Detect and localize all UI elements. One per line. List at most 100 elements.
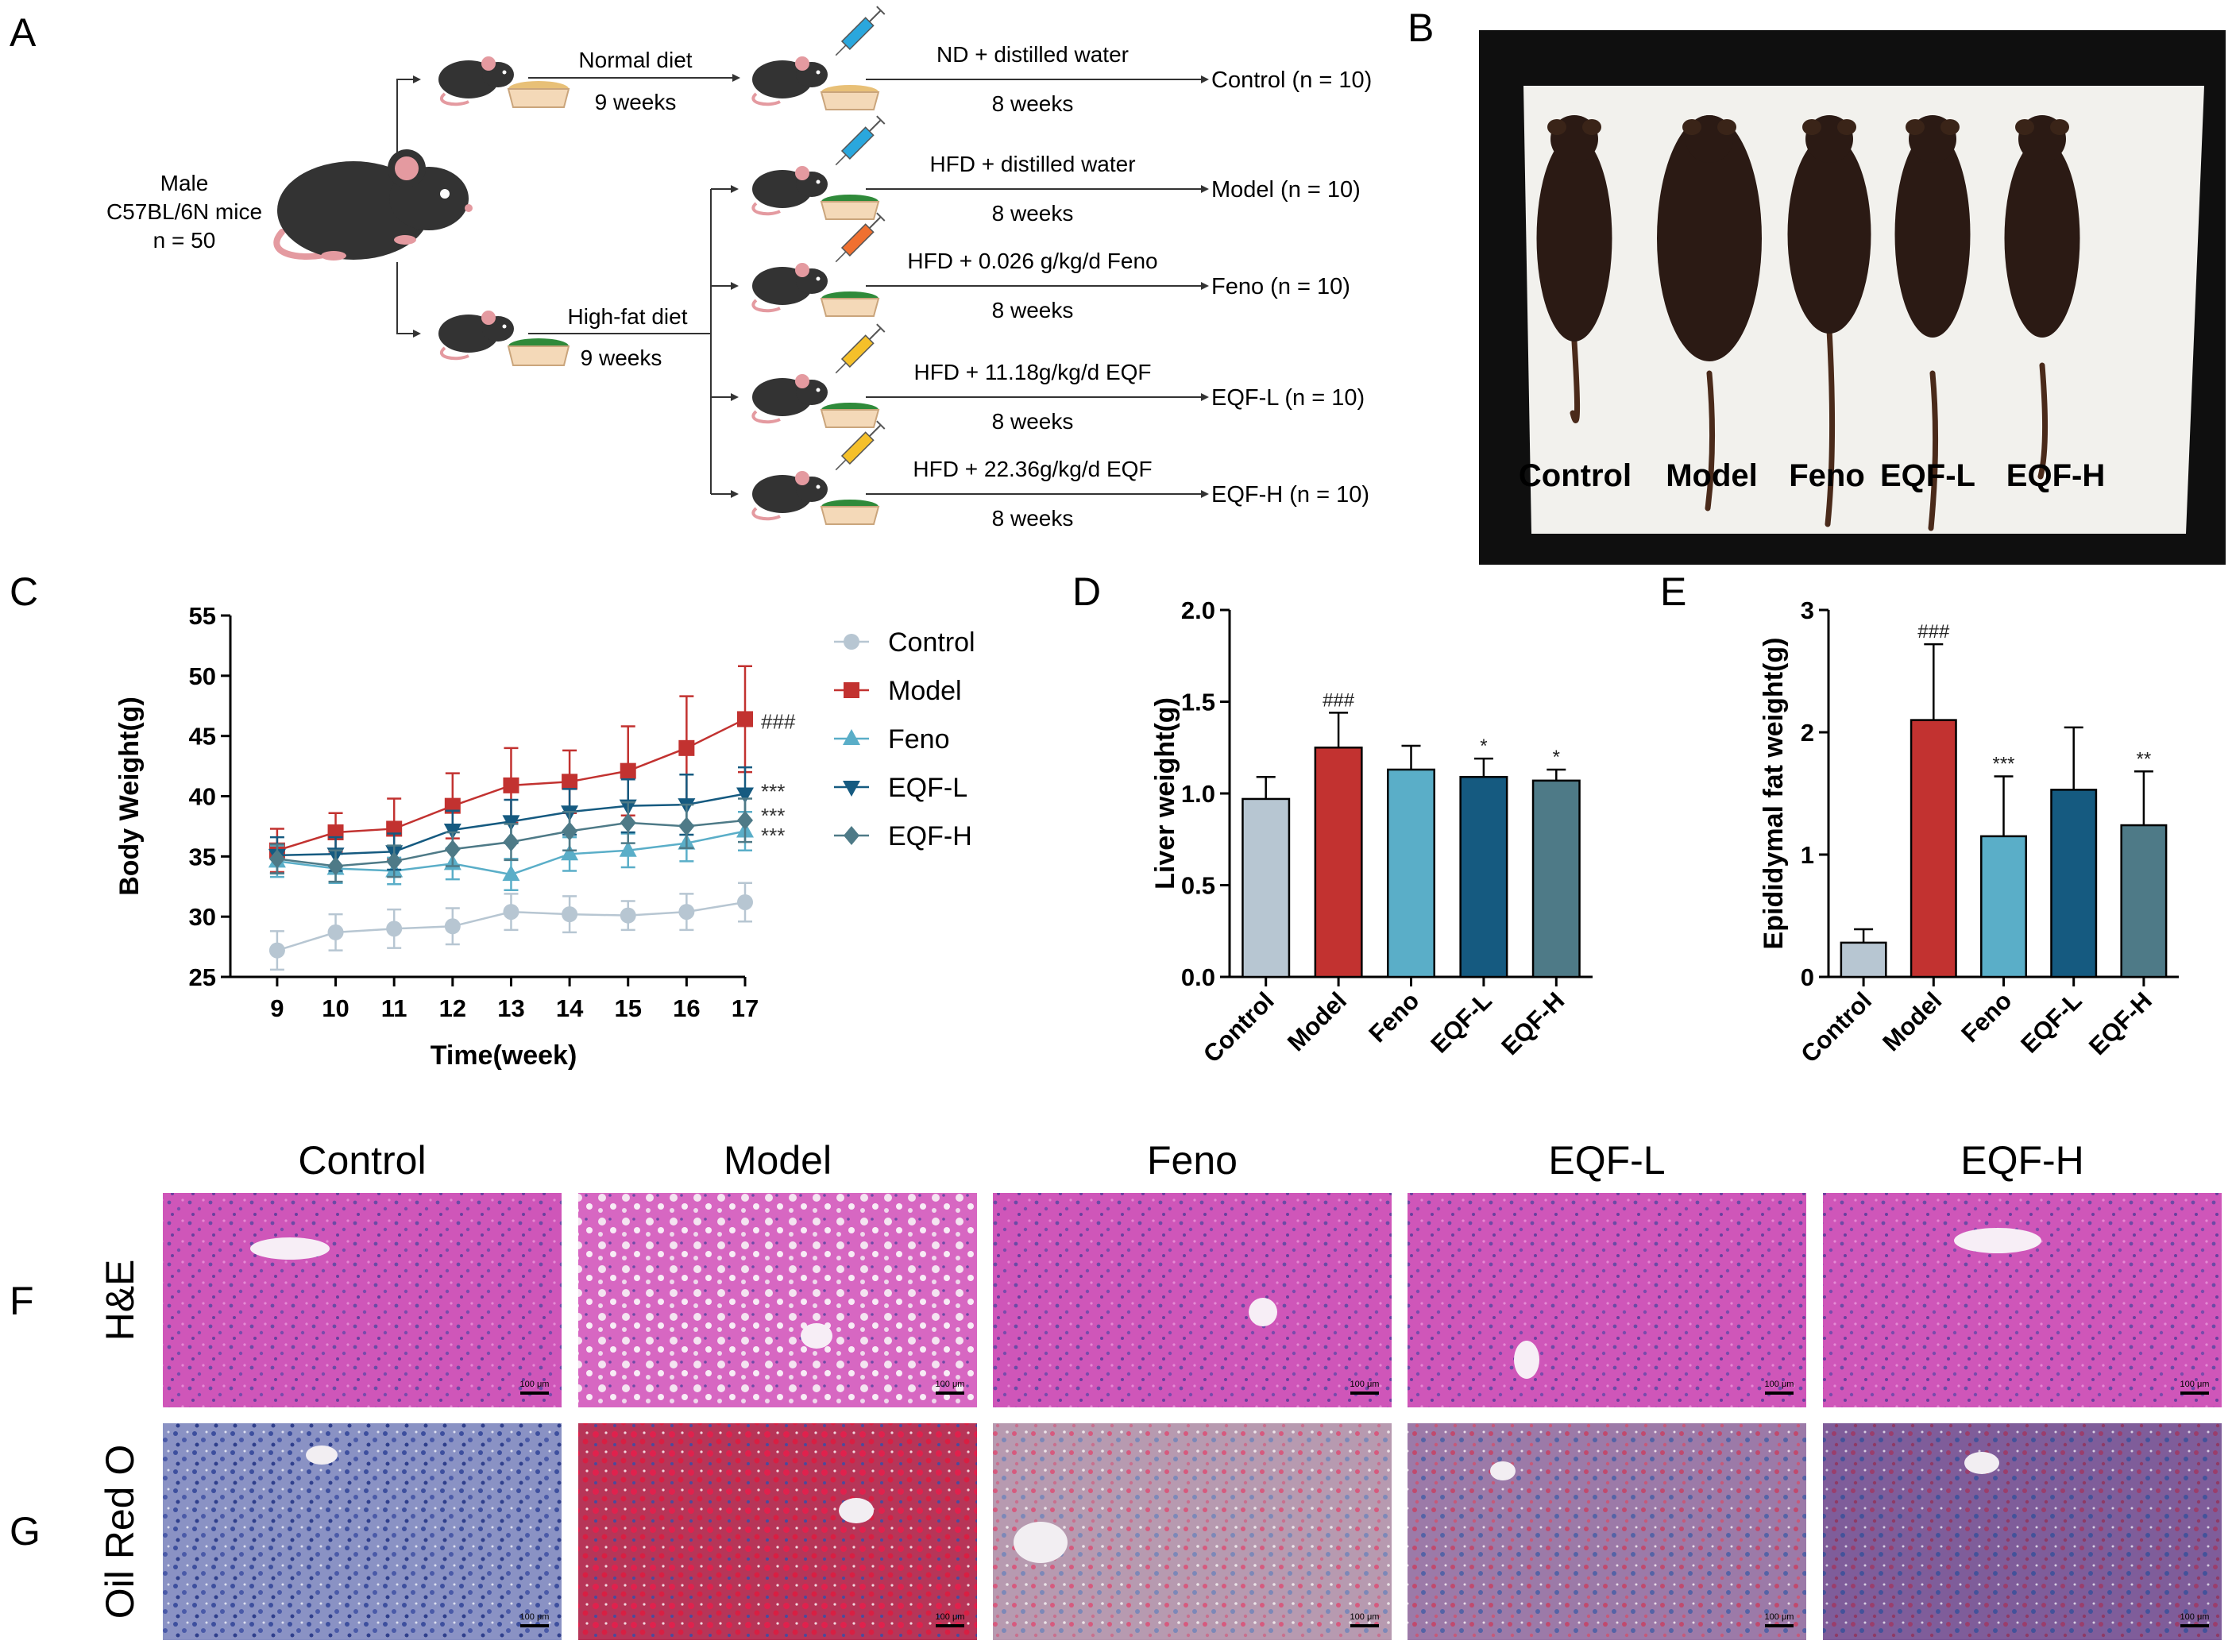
syringe-needle: [835, 362, 847, 374]
syringe-handle: [876, 323, 886, 333]
mouse-eye: [816, 388, 821, 392]
data-point: [386, 851, 403, 871]
mouse-tail: [751, 92, 781, 106]
x-tick-label: EQF-L: [2015, 986, 2087, 1059]
scale-bar: [1350, 1391, 1379, 1395]
y-tick-label: 55: [189, 602, 216, 630]
legend-label: Feno: [888, 724, 950, 755]
significance-label: *: [1553, 747, 1560, 768]
significance-label: ###: [1917, 621, 1950, 643]
legend-label: Model: [888, 676, 962, 706]
syringe-plunger: [868, 119, 882, 132]
syringe-barrel: [840, 223, 875, 257]
hfd-duration-label: 9 weeks: [581, 345, 662, 370]
bowl: [820, 409, 880, 428]
mouse-eye: [816, 179, 821, 184]
photo-group-label: EQF-L: [1880, 458, 1975, 493]
panel-letter-f: F: [10, 1279, 34, 1323]
legend-label: EQF-L: [888, 773, 967, 803]
mouse-eye: [816, 70, 821, 75]
mouse-photo: [1894, 115, 1971, 531]
scale-bar-label: 100 μm: [1350, 1612, 1380, 1622]
vessel-lumen: [1014, 1522, 1068, 1563]
legend-label: EQF-H: [888, 821, 972, 851]
mouse-tail: [1928, 370, 1939, 531]
scale-bar: [1765, 1391, 1794, 1395]
photo-group-label: Model: [1666, 458, 1758, 493]
bowl: [820, 201, 880, 220]
mouse-ear: [1802, 119, 1821, 135]
vessel-lumen: [1964, 1452, 1999, 1474]
syringe-barrel: [840, 126, 875, 160]
scale-bar-label: 100 μm: [1765, 1380, 1794, 1389]
mouse-photo: [1787, 115, 1871, 527]
syringe-icon: [835, 323, 886, 374]
arrow-head: [731, 282, 739, 290]
significance-label: *: [1480, 735, 1487, 757]
arrow-head: [731, 393, 739, 401]
panel-letter-a: A: [10, 10, 37, 55]
mouse-ear: [1940, 119, 1960, 135]
panel-letter-c: C: [10, 569, 38, 614]
syringe-handle: [876, 115, 886, 125]
group-label: Control (n = 10): [1211, 68, 1372, 93]
mouse-icon: [438, 56, 514, 106]
data-point: [620, 907, 636, 924]
cohort-line-3: n = 50: [153, 228, 216, 253]
mouse-body: [1536, 135, 1612, 342]
bar: [1459, 775, 1508, 978]
mouse-ear: [1547, 119, 1566, 135]
y-tick-label: 2: [1801, 719, 1814, 747]
y-tick-label: 2.0: [1181, 596, 1215, 624]
significance-label: ***: [761, 779, 785, 803]
mouse-icon: [273, 149, 473, 261]
duration-label: 8 weeks: [992, 506, 1074, 531]
x-tick-label: 16: [673, 994, 700, 1022]
series-eqf-l: ***: [268, 766, 785, 874]
food-bowl-icon: [820, 195, 880, 220]
mouse-tail: [1705, 370, 1716, 511]
scale-bar: [520, 1391, 549, 1395]
arrow-head: [1201, 393, 1209, 401]
liver-weight-chart: 0.0 0.5 1.0 1.5 2.0 Control ### Model Feno * EQF-L…: [1150, 596, 1593, 1068]
syringe-needle: [835, 459, 847, 471]
mouse-ear: [795, 374, 809, 388]
data-point: [737, 894, 753, 910]
bar: [1242, 797, 1291, 978]
bar: [2050, 789, 2098, 978]
scale-bar: [520, 1624, 549, 1627]
syringe-barrel: [840, 334, 875, 368]
syringe-barrel: [840, 17, 875, 50]
histology-panels: Control 100 μm 100 μm Model 100 μm 100 μm Feno…: [98, 1138, 2222, 1640]
scale-bar-label: 100 μm: [936, 1380, 965, 1389]
data-point: [843, 729, 860, 745]
treatment-label: HFD + 11.18g/kg/d EQF: [913, 360, 1151, 384]
data-point: [737, 810, 753, 830]
photo-group-label: Control: [1519, 458, 1632, 493]
series-control: [268, 882, 753, 971]
he-image: [163, 1193, 562, 1407]
arrow-head: [731, 490, 739, 498]
mouse-ear: [1906, 119, 1925, 135]
mouse-tail: [1570, 338, 1581, 423]
y-axis-title: Liver weight(g): [1150, 697, 1180, 890]
body-weight-chart: 25 30 35 40 45 50 55 9 10 11 12 13 14 15 16 17 Time(week…: [114, 602, 975, 1071]
normal-duration-label: 9 weeks: [595, 90, 677, 114]
data-point: [502, 865, 520, 882]
data-point: [327, 856, 344, 876]
y-axis-title: Epididymal fat weight(g): [1759, 638, 1789, 950]
data-point: [843, 781, 860, 797]
column-header: Model: [724, 1138, 832, 1183]
data-point: [562, 906, 578, 923]
duration-label: 8 weeks: [992, 91, 1074, 116]
data-point: [444, 918, 461, 935]
scale-bar: [2180, 1624, 2209, 1627]
data-point: [620, 762, 636, 779]
data-point: [386, 921, 403, 937]
group-label: EQF-L (n = 10): [1211, 385, 1365, 411]
data-point: [327, 924, 344, 940]
he-image: [993, 1193, 1392, 1407]
group-label: Feno (n = 10): [1211, 274, 1350, 299]
mouse-tail: [751, 202, 781, 216]
